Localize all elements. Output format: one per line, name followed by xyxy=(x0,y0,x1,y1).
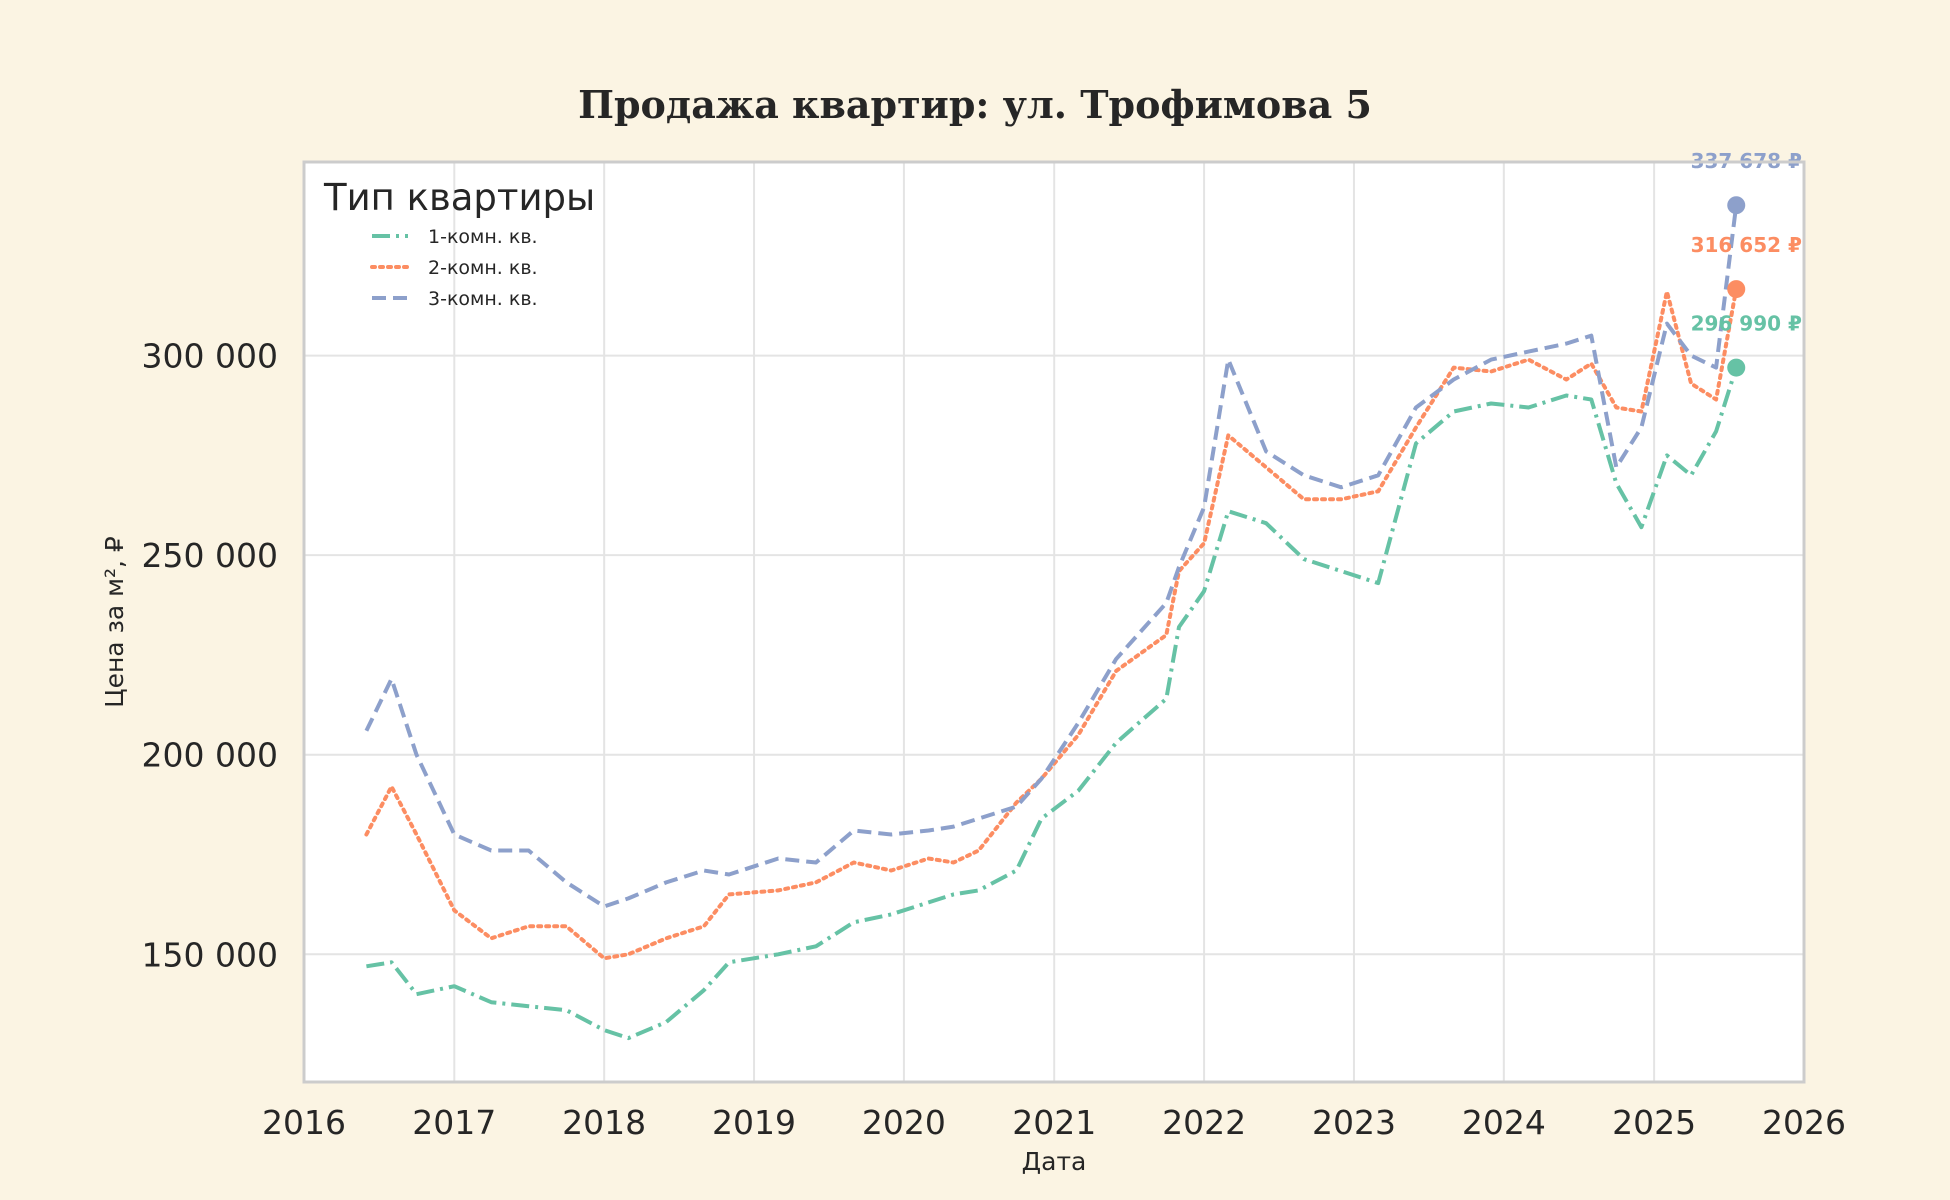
y-axis-label: Цена за м², ₽ xyxy=(100,536,129,708)
series-endpoints: 296 990 ₽316 652 ₽337 678 ₽ xyxy=(1691,149,1802,377)
legend-title: Тип квартиры xyxy=(323,176,595,219)
x-tick-label: 2020 xyxy=(862,1103,946,1142)
y-tick-label: 200 000 xyxy=(142,736,278,775)
series-lines xyxy=(364,204,1739,1041)
legend-label-2: 2-комн. кв. xyxy=(428,257,538,279)
legend: Тип квартиры 1-комн. кв. 2-комн. кв. 3-ком… xyxy=(323,176,595,310)
y-tick-label: 300 000 xyxy=(142,337,278,376)
x-tick-label: 2016 xyxy=(262,1103,346,1142)
series-line-2 xyxy=(364,287,1739,961)
chart-title: Продажа квартир: ул. Трофимова 5 xyxy=(578,82,1372,127)
legend-items: 1-комн. кв. 2-комн. кв. 3-комн. кв. xyxy=(370,226,538,310)
legend-label-1: 1-комн. кв. xyxy=(428,226,538,248)
x-tick-label: 2024 xyxy=(1462,1103,1546,1142)
y-tick-label: 150 000 xyxy=(142,935,278,974)
x-tick-label: 2017 xyxy=(412,1103,496,1142)
series-end-value-2: 316 652 ₽ xyxy=(1691,233,1802,257)
x-tick-label: 2019 xyxy=(712,1103,796,1142)
x-axis-ticks: 2016 2017 2018 2019 2020 2021 2022 2023 2024 2025… xyxy=(262,1103,1846,1142)
series-endpoint-1 xyxy=(1727,358,1746,377)
x-tick-label: 2021 xyxy=(1012,1103,1096,1142)
x-axis-label: Дата xyxy=(1022,1147,1087,1176)
x-tick-label: 2025 xyxy=(1612,1103,1696,1142)
series-line-3 xyxy=(364,204,1739,909)
series-endpoint-2 xyxy=(1727,280,1746,299)
series-end-value-1: 296 990 ₽ xyxy=(1691,312,1802,336)
series-endpoint-3 xyxy=(1727,196,1746,215)
x-tick-label: 2026 xyxy=(1762,1103,1846,1142)
x-tick-label: 2023 xyxy=(1312,1103,1396,1142)
x-tick-label: 2022 xyxy=(1162,1103,1246,1142)
series-line-1 xyxy=(366,366,1739,1041)
y-axis-ticks: 150 000 200 000 250 000 300 000 xyxy=(142,337,278,975)
legend-label-3: 3-комн. кв. xyxy=(428,288,538,310)
plot-frame xyxy=(302,160,1806,1084)
x-tick-label: 2018 xyxy=(562,1103,646,1142)
y-tick-label: 250 000 xyxy=(142,536,278,575)
